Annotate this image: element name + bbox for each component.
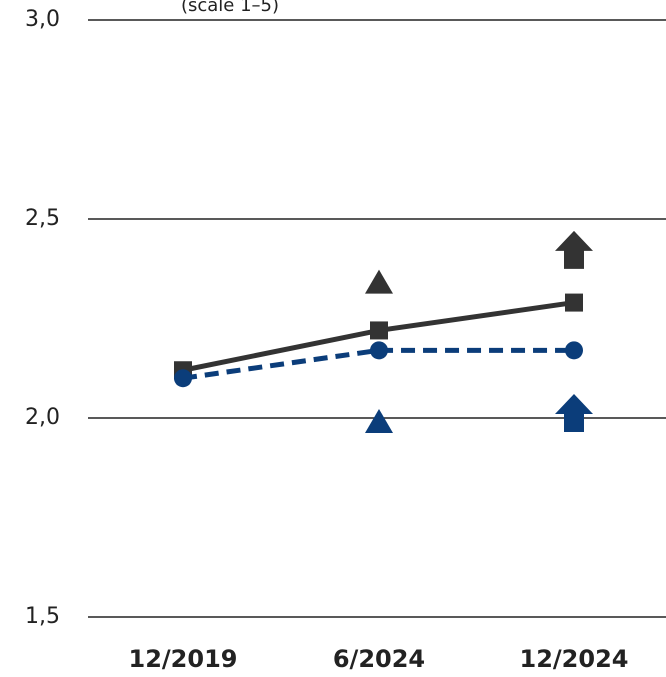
circle-marker bbox=[565, 341, 583, 360]
square-marker bbox=[565, 293, 583, 312]
circle-marker bbox=[370, 341, 388, 360]
arrow-marker bbox=[555, 230, 593, 269]
y-tick-label: 3,0 bbox=[25, 7, 60, 32]
x-tick-label: 12/2019 bbox=[129, 645, 238, 673]
y-tick-label: 1,5 bbox=[25, 604, 60, 629]
chart-subtitle: (scale 1–5) bbox=[181, 0, 279, 16]
square-marker bbox=[370, 321, 388, 340]
arrow-marker bbox=[555, 394, 593, 433]
x-tick-label: 6/2024 bbox=[333, 645, 425, 673]
y-tick-label: 2,0 bbox=[25, 405, 60, 430]
y-tick-label: 2,5 bbox=[25, 206, 60, 231]
x-tick-label: 12/2024 bbox=[520, 645, 629, 673]
triangle-marker bbox=[365, 269, 393, 294]
circle-marker bbox=[174, 369, 192, 388]
triangle-marker bbox=[365, 408, 393, 433]
